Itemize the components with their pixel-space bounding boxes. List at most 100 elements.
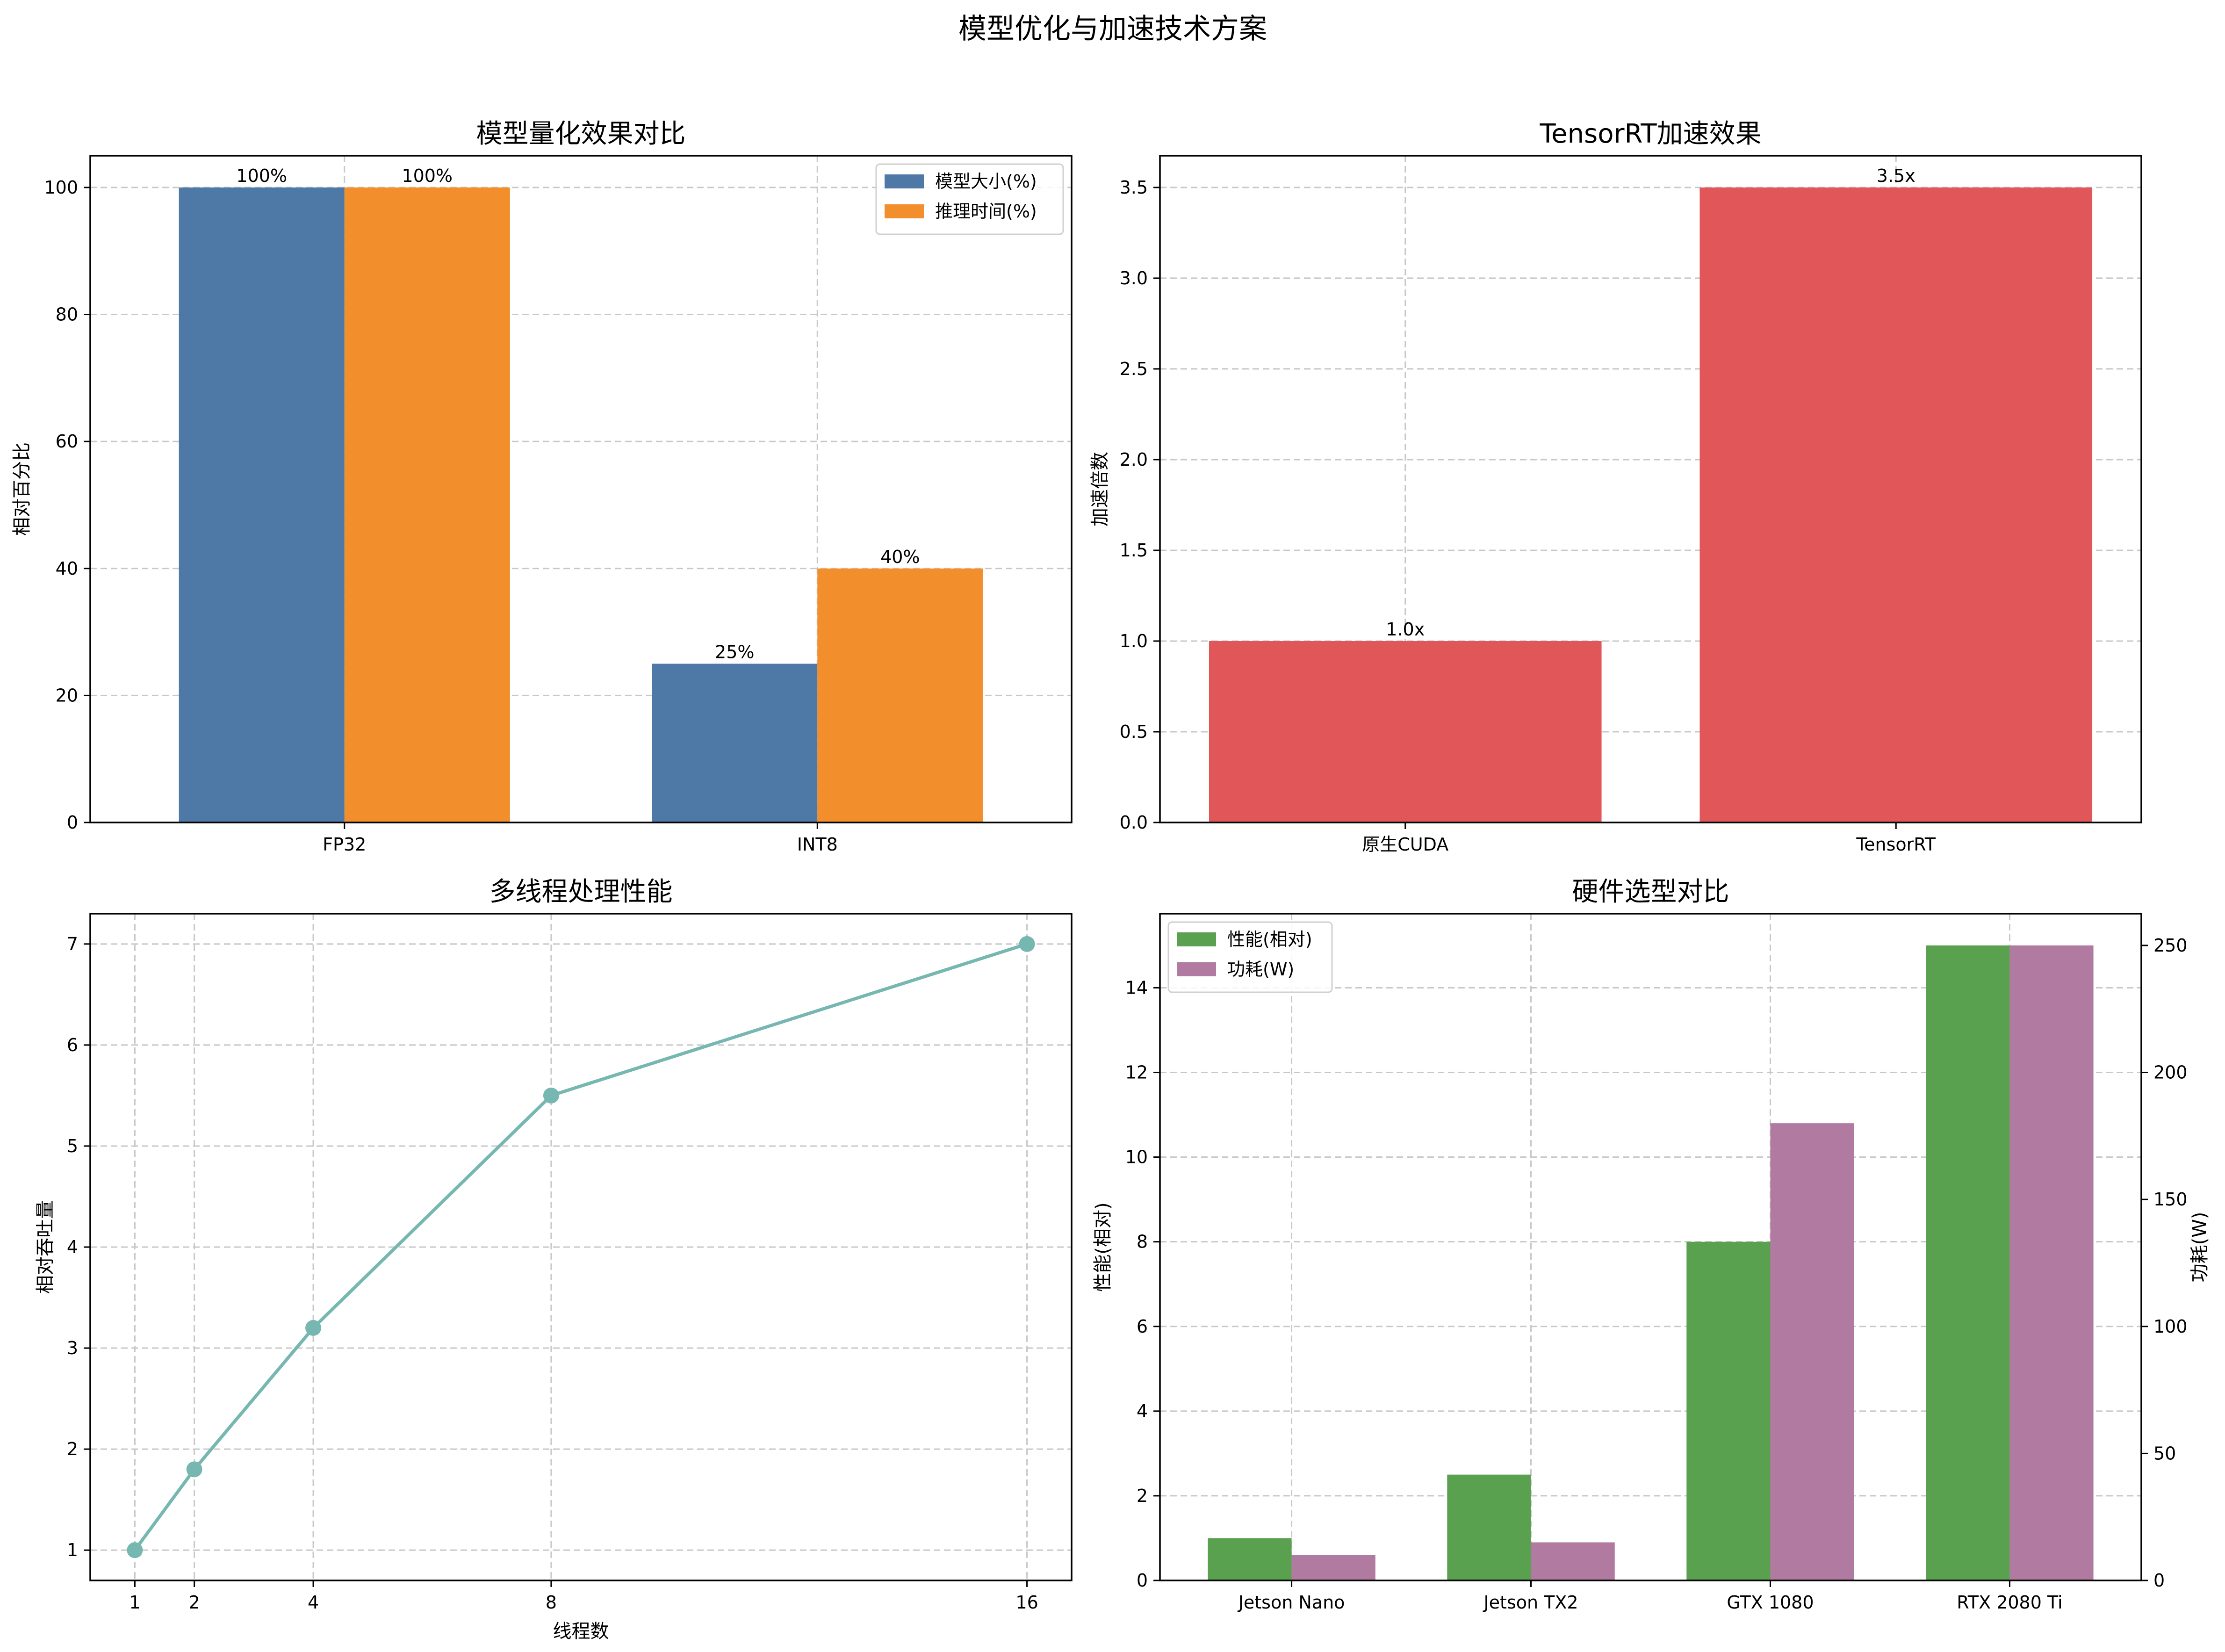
- trt-ytick-label: 3.5: [1120, 177, 1148, 198]
- trt-ytick-label: 3.0: [1120, 268, 1148, 289]
- quant-axes-frame: [89, 155, 1073, 823]
- hw-bar-performance: [1447, 1474, 1531, 1580]
- quant-bar-label: 25%: [715, 642, 754, 662]
- thread-xtick-label: 2: [189, 1592, 200, 1613]
- thread-xtick-label: 16: [1015, 1592, 1038, 1613]
- thread-point: [305, 1320, 322, 1336]
- thread-ytick-label: 1: [67, 1540, 78, 1560]
- thread-ytick-label: 3: [67, 1338, 78, 1358]
- quant-ylabel: 相对百分比: [11, 442, 33, 536]
- thread-title: 多线程处理性能: [490, 877, 673, 907]
- hw-y2tick-label: 0: [2153, 1570, 2165, 1591]
- hw-bar-performance: [1686, 1241, 1771, 1580]
- thread-ytick-label: 5: [67, 1136, 78, 1156]
- hw-bar-power: [1531, 1542, 1615, 1580]
- thread-ytick-label: 7: [67, 934, 78, 954]
- thread-xlabel: 线程数: [553, 1621, 609, 1642]
- quant-bar-time: [344, 187, 510, 822]
- figure-title: 模型优化与加速技术方案: [958, 13, 1267, 45]
- quant-bar-label: 100%: [402, 166, 453, 186]
- hw-ytick-label: 6: [1137, 1316, 1148, 1337]
- hw-xtick-label: GTX 1080: [1727, 1592, 1814, 1613]
- quant-bar-size: [652, 664, 818, 822]
- trt-ytick-label: 1.5: [1120, 540, 1148, 561]
- trt-ytick-label: 0.5: [1120, 721, 1148, 742]
- thread-point: [186, 1461, 202, 1478]
- thread-point: [127, 1542, 143, 1558]
- hw-ytick-label: 10: [1125, 1147, 1148, 1168]
- hw-y2tick-label: 250: [2153, 935, 2188, 956]
- hw-ytick-label: 14: [1125, 977, 1148, 998]
- hw-bar-power: [2009, 945, 2094, 1580]
- hw-bar-power: [1291, 1555, 1375, 1580]
- thread-ytick-label: 4: [67, 1237, 78, 1257]
- hw-y2tick-label: 150: [2153, 1189, 2188, 1210]
- hw-ytick-label: 8: [1137, 1232, 1148, 1252]
- trt-bar: [1699, 187, 2093, 822]
- quant-xtick-label: FP32: [323, 834, 366, 855]
- trt-xtick-label: TensorRT: [1856, 834, 1936, 855]
- quant-legend-label: 推理时间(%): [935, 201, 1037, 222]
- hw-ytick-label: 0: [1137, 1570, 1148, 1591]
- quant-ytick-label: 100: [44, 177, 78, 198]
- hw-axes-frame: [1159, 913, 2142, 1581]
- hw-xtick-label: Jetson TX2: [1483, 1592, 1578, 1613]
- quant-bar-label: 40%: [880, 547, 920, 567]
- quant-bar-time: [817, 568, 983, 822]
- trt-ytick-label: 2.0: [1120, 449, 1148, 470]
- quant-ytick-label: 20: [56, 685, 78, 706]
- quant-legend: 模型大小(%) 推理时间(%): [875, 163, 1064, 235]
- trt-ytick-label: 2.5: [1120, 359, 1148, 379]
- trt-ytick-label: 0.0: [1120, 812, 1148, 833]
- trt-chart: TensorRT加速效果 1.0x 3.5x 0.0 0.5 1.0 1.5 2.0 2.5 3.…: [1089, 119, 2142, 855]
- thread-xtick-label: 4: [308, 1592, 319, 1613]
- thread-point: [1019, 936, 1035, 952]
- quant-legend-swatch: [885, 174, 924, 188]
- thread-ytick-label: 6: [67, 1035, 78, 1055]
- hw-title: 硬件选型对比: [1572, 877, 1729, 907]
- hw-ytick-label: 12: [1125, 1062, 1148, 1083]
- hw-bar-performance: [1926, 945, 2010, 1580]
- thread-point: [543, 1087, 559, 1104]
- trt-xtick-label: 原生CUDA: [1362, 834, 1448, 855]
- quant-title: 模型量化效果对比: [476, 119, 686, 149]
- quant-bar-label: 100%: [236, 166, 287, 186]
- hw-ytick-label: 2: [1137, 1486, 1148, 1506]
- trt-bar-label: 1.0x: [1386, 619, 1425, 640]
- hw-legend-label: 功耗(W): [1227, 959, 1294, 980]
- hw-legend-swatch: [1177, 932, 1216, 946]
- trt-title: TensorRT加速效果: [1539, 119, 1761, 149]
- thread-ytick-label: 2: [67, 1439, 78, 1459]
- quant-bar-size: [179, 187, 345, 822]
- quant-legend-label: 模型大小(%): [935, 171, 1037, 192]
- quant-chart: 模型量化效果对比 100% 25% 100% 40% 0 20 40 60 80 100 FP32 IN…: [11, 119, 1073, 855]
- hw-chart: 硬件选型对比 0 2 4 6 8 10 12 14 0 50 100 150 200 250 Jetson N…: [1092, 877, 2211, 1613]
- quant-xtick-label: INT8: [797, 834, 838, 855]
- thread-xtick-label: 1: [129, 1592, 140, 1613]
- quant-ytick-label: 60: [56, 431, 78, 452]
- hw-ytick-label: 4: [1137, 1401, 1148, 1421]
- hw-y2label: 功耗(W): [2189, 1212, 2211, 1283]
- hw-y2tick-label: 100: [2153, 1316, 2188, 1337]
- hw-legend-label: 性能(相对): [1227, 929, 1312, 950]
- hw-legend-swatch: [1177, 962, 1216, 976]
- hw-y2tick-label: 200: [2153, 1062, 2188, 1083]
- thread-xtick-label: 8: [546, 1592, 557, 1613]
- hw-y2tick-label: 50: [2153, 1443, 2176, 1464]
- quant-legend-swatch: [885, 204, 924, 218]
- trt-ylabel: 加速倍数: [1089, 452, 1111, 527]
- hw-legend: 性能(相对) 功耗(W): [1167, 921, 1333, 993]
- hw-bar-performance: [1208, 1538, 1292, 1580]
- quant-ytick-label: 40: [56, 558, 78, 579]
- quant-ytick-label: 0: [67, 812, 78, 833]
- hw-xtick-label: RTX 2080 Ti: [1957, 1592, 2062, 1613]
- trt-axes-frame: [1159, 155, 2142, 823]
- hw-xtick-label: Jetson Nano: [1238, 1592, 1345, 1613]
- thread-chart: 多线程处理性能 1 2 3 4 5 6 7 1 2 4 8 16 线程数 相对吞吐量: [35, 877, 1073, 1642]
- quant-ytick-label: 80: [56, 304, 78, 325]
- hw-ylabel: 性能(相对): [1092, 1202, 1114, 1291]
- hw-bar-power: [1770, 1123, 1854, 1580]
- trt-bar: [1209, 641, 1602, 822]
